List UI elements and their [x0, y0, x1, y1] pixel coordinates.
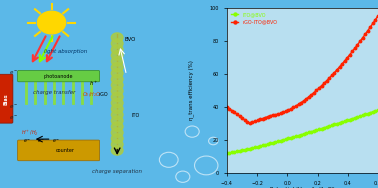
Text: BVO: BVO — [124, 37, 136, 42]
Circle shape — [111, 57, 123, 66]
Circle shape — [111, 122, 123, 131]
Text: Bias: Bias — [3, 93, 8, 105]
Text: $e^-$: $e^-$ — [9, 103, 19, 111]
Circle shape — [111, 104, 123, 114]
ITO@BVO — [273, 141, 278, 143]
rGO-ITO@BVO — [322, 82, 327, 84]
ITO@BVO — [319, 127, 324, 130]
Circle shape — [111, 80, 123, 90]
ITO@BVO — [268, 142, 273, 145]
rGO-ITO@BVO — [271, 114, 275, 116]
Text: $O_2/H_2O$: $O_2/H_2O$ — [82, 90, 101, 99]
ITO@BVO — [376, 109, 378, 111]
Text: $H^+/H_2$: $H^+/H_2$ — [21, 129, 39, 138]
Circle shape — [111, 74, 123, 84]
Circle shape — [111, 98, 123, 108]
Text: $e^-$: $e^-$ — [9, 115, 19, 123]
rGO-ITO@BVO — [253, 120, 257, 122]
Text: rGO: rGO — [98, 92, 108, 97]
Circle shape — [111, 63, 123, 72]
ITO@BVO — [276, 140, 280, 143]
rGO-ITO@BVO — [225, 106, 229, 108]
Text: counter: counter — [56, 148, 75, 153]
FancyBboxPatch shape — [17, 70, 99, 82]
Circle shape — [111, 128, 123, 137]
Text: $e^-$: $e^-$ — [23, 137, 32, 145]
ITO@BVO — [263, 144, 268, 146]
rGO-ITO@BVO — [248, 122, 252, 124]
Text: charge separation: charge separation — [92, 169, 142, 174]
Circle shape — [37, 11, 66, 34]
rGO-ITO@BVO — [376, 15, 378, 17]
Line: rGO-ITO@BVO: rGO-ITO@BVO — [226, 14, 378, 124]
Circle shape — [111, 68, 123, 78]
Circle shape — [111, 86, 123, 96]
FancyBboxPatch shape — [17, 140, 100, 161]
ITO@BVO — [250, 147, 255, 149]
Circle shape — [111, 116, 123, 125]
Circle shape — [111, 51, 123, 60]
Circle shape — [111, 45, 123, 54]
Legend: ITO@BVO, rGO-ITO@BVO: ITO@BVO, rGO-ITO@BVO — [229, 10, 279, 26]
ITO@BVO — [225, 152, 229, 154]
Text: photoanode: photoanode — [44, 74, 73, 79]
Circle shape — [111, 39, 123, 48]
Y-axis label: η_trans efficiency (%): η_trans efficiency (%) — [188, 60, 194, 120]
X-axis label: Potential (V vs Ag/AgCl): Potential (V vs Ag/AgCl) — [270, 187, 335, 188]
Circle shape — [111, 92, 123, 102]
rGO-ITO@BVO — [265, 115, 270, 118]
Circle shape — [111, 140, 123, 149]
Text: $e^-$: $e^-$ — [37, 137, 46, 145]
Text: charge transfer: charge transfer — [33, 90, 75, 95]
Circle shape — [111, 146, 123, 155]
Circle shape — [111, 134, 123, 143]
rGO-ITO@BVO — [276, 113, 280, 115]
Text: $h^+$: $h^+$ — [89, 80, 99, 89]
Text: $e^-$: $e^-$ — [9, 70, 19, 77]
Circle shape — [111, 33, 123, 42]
Circle shape — [111, 110, 123, 120]
FancyBboxPatch shape — [0, 74, 13, 123]
rGO-ITO@BVO — [278, 112, 283, 114]
Text: ITO: ITO — [131, 113, 139, 118]
Line: ITO@BVO: ITO@BVO — [226, 109, 378, 154]
Text: $e^-$: $e^-$ — [51, 137, 60, 145]
Text: light absorption: light absorption — [44, 49, 87, 54]
